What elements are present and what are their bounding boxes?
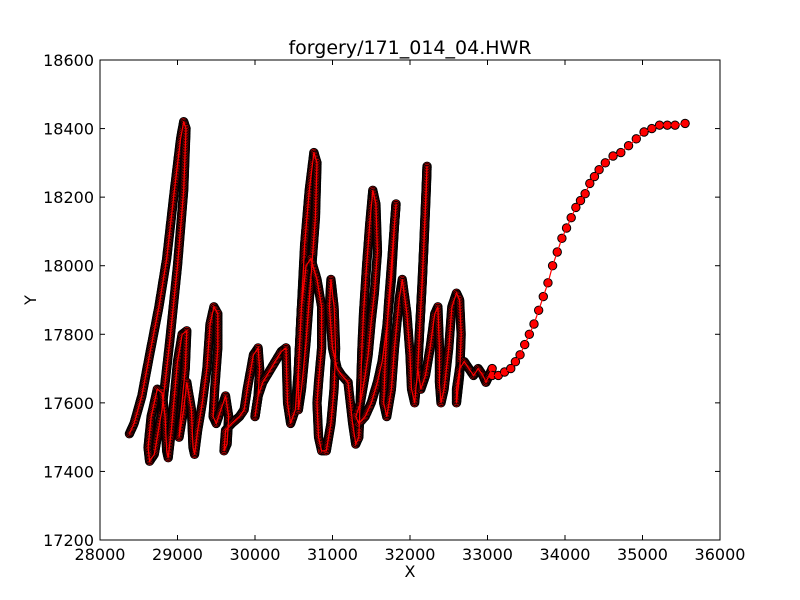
y-tick-label: 17800 xyxy=(43,325,94,344)
y-tick-label: 17200 xyxy=(43,531,94,550)
y-tick-label: 18600 xyxy=(43,51,94,70)
x-tick-label: 33000 xyxy=(462,545,513,564)
data-layer xyxy=(124,117,690,466)
chart-title: forgery/171_014_04.HWR xyxy=(288,37,531,59)
y-tick-label: 18000 xyxy=(43,257,94,276)
y-tick-label: 17400 xyxy=(43,462,94,481)
x-axis-label: X xyxy=(405,562,416,581)
x-tick-label: 29000 xyxy=(152,545,203,564)
x-tick-label: 31000 xyxy=(307,545,358,564)
y-axis-label: Y xyxy=(21,295,40,306)
x-tick-label: 36000 xyxy=(695,545,746,564)
x-tick-label: 35000 xyxy=(617,545,668,564)
x-tick-label: 34000 xyxy=(540,545,591,564)
y-tick-label: 18200 xyxy=(43,188,94,207)
x-tick-label: 30000 xyxy=(230,545,281,564)
y-tick-label: 17600 xyxy=(43,394,94,413)
y-tick-label: 18400 xyxy=(43,120,94,139)
